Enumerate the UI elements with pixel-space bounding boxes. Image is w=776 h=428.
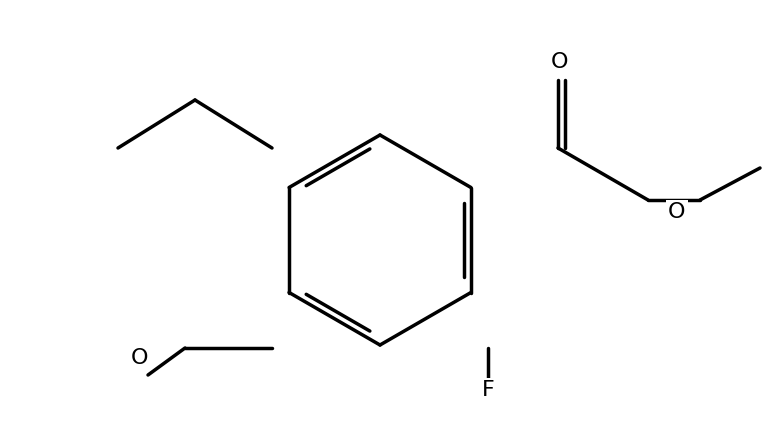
Text: F: F <box>482 380 494 400</box>
Text: O: O <box>551 52 569 72</box>
Text: O: O <box>130 348 148 368</box>
Text: O: O <box>668 202 685 222</box>
